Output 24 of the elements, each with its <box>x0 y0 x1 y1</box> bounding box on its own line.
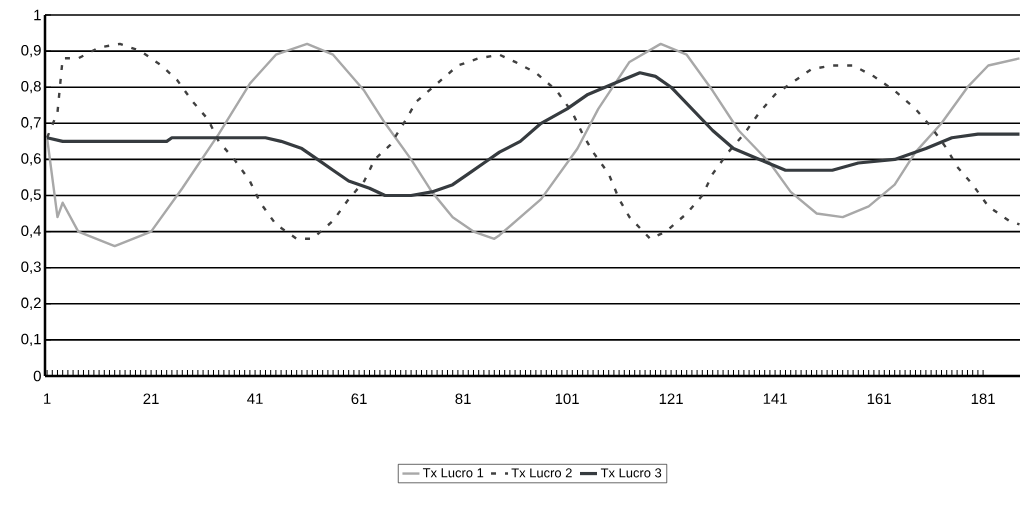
x-tick-label: 101 <box>555 393 579 405</box>
y-tick-label: 0,8 <box>21 81 41 94</box>
y-tick-label: 0,9 <box>21 44 41 58</box>
x-tick-label: 181 <box>971 393 995 405</box>
y-tick-label: 0,3 <box>21 261 41 274</box>
x-tick-label: 41 <box>247 393 263 404</box>
y-tick-label: 0 <box>33 370 41 382</box>
y-tick-label: 0,1 <box>21 333 41 347</box>
x-tick-label: 61 <box>351 393 367 405</box>
y-tick-label: 0,4 <box>21 225 42 238</box>
y-tick-label: 0,2 <box>21 297 41 310</box>
x-tick-label: 161 <box>867 393 891 405</box>
x-tick-label: 1 <box>44 393 51 404</box>
legend-label: Tx Lucro 3 <box>600 468 662 478</box>
y-tick-label: 1 <box>34 9 41 21</box>
x-tick-label: 81 <box>455 393 471 405</box>
legend-label: Tx Lucro 1 <box>422 468 484 478</box>
legend-label: Tx Lucro 2 <box>511 468 572 478</box>
y-tick-label: 0,7 <box>21 117 41 130</box>
y-tick-label: 0,5 <box>21 189 41 202</box>
y-tick-label: 0,6 <box>21 153 41 166</box>
x-tick-label: 141 <box>763 393 787 404</box>
x-tick-label: 21 <box>143 393 159 404</box>
x-tick-label: 121 <box>659 393 683 404</box>
